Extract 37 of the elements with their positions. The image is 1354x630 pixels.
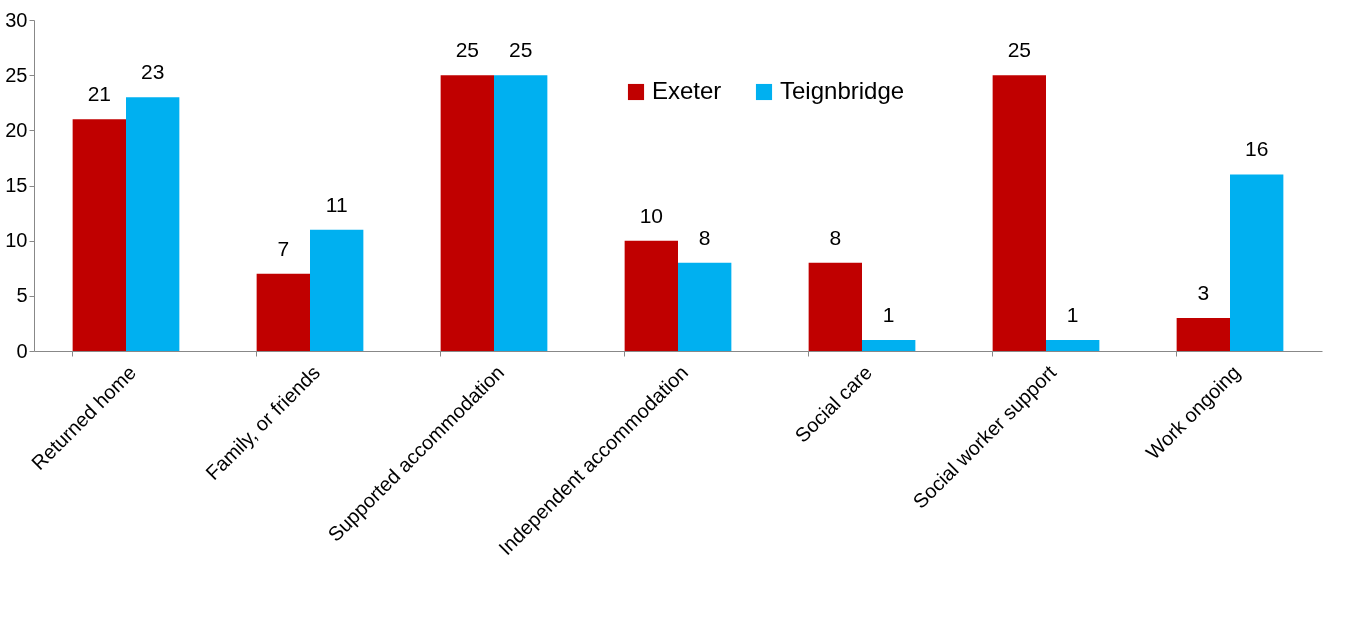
bar [1176,317,1230,351]
bar [992,75,1046,351]
y-tick-label: 25 [5,63,28,86]
data-label: 8 [698,225,711,249]
data-label: 1 [1066,302,1079,326]
y-tick-label: 15 [5,174,28,196]
data-label: 1 [882,302,895,326]
y-tick-label: 5 [16,284,28,307]
bar [494,75,548,351]
y-tick-label: 0 [16,339,28,362]
bar [862,339,916,351]
bar [678,262,732,351]
data-label: 10 [639,203,663,227]
data-label: 7 [277,236,290,260]
bar [624,240,678,351]
data-label: 25 [455,38,479,62]
data-label: 11 [325,192,348,216]
bar [1046,339,1100,351]
y-tick-label: 20 [5,118,28,141]
bar [440,75,494,351]
bar [1230,174,1284,351]
data-label: 23 [141,60,165,84]
bar [310,229,364,351]
bar [256,273,310,351]
legend-label: Teignbridge [780,77,905,104]
bar [126,97,180,351]
data-label: 25 [509,38,533,62]
data-label: 25 [1007,38,1031,62]
bar [808,262,862,351]
data-label: 3 [1197,280,1210,304]
y-tick-label: 30 [5,8,28,31]
data-label: 8 [829,225,842,249]
bar [72,119,126,351]
y-tick-label: 10 [5,229,28,252]
data-label: 21 [87,82,111,106]
legend-label: Exeter [652,77,722,104]
data-label: 16 [1245,137,1269,161]
